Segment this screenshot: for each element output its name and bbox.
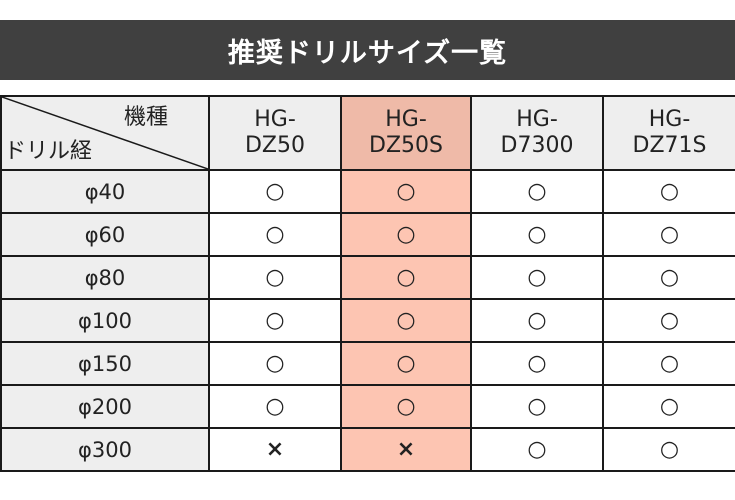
model-name-line1: HG- — [254, 107, 296, 132]
circle-mark: ○ — [265, 179, 285, 204]
compatibility-cell: ○ — [602, 169, 735, 214]
circle-mark: ○ — [527, 394, 547, 419]
compatibility-cell: ○ — [602, 341, 735, 386]
compatibility-cell: × — [208, 427, 342, 472]
circle-mark: ○ — [527, 437, 547, 462]
model-axis-label: 機種 — [123, 105, 168, 130]
model-name-line1: HG- — [648, 107, 691, 132]
cross-mark: × — [396, 437, 416, 462]
circle-mark: ○ — [396, 351, 416, 376]
circle-mark: ○ — [265, 394, 285, 419]
drill-size-label: φ60 — [0, 212, 210, 257]
model-header: HG- DZ50 — [208, 95, 342, 171]
page-title: 推奨ドリルサイズ一覧 — [0, 20, 735, 80]
table-row: φ80 ○ ○ ○ ○ — [0, 255, 735, 300]
circle-mark: ○ — [265, 308, 285, 333]
drill-size-label: φ200 — [0, 384, 210, 429]
compatibility-cell: ○ — [340, 169, 472, 214]
compatibility-cell: ○ — [470, 427, 604, 472]
circle-mark: ○ — [396, 179, 416, 204]
circle-mark: ○ — [396, 394, 416, 419]
compatibility-cell: × — [340, 427, 472, 472]
compatibility-cell: ○ — [602, 255, 735, 300]
circle-mark: ○ — [396, 265, 416, 290]
circle-mark: ○ — [659, 222, 680, 247]
drill-size-table: 機種 ドリル経 HG- DZ50 HG- DZ50S HG- D7300 HG- DZ71S … — [0, 95, 735, 472]
circle-mark: ○ — [527, 222, 547, 247]
drill-size-label: φ80 — [0, 255, 210, 300]
compatibility-cell: ○ — [208, 341, 342, 386]
compatibility-cell: ○ — [340, 298, 472, 343]
compatibility-cell: ○ — [470, 169, 604, 214]
table-row: φ40 ○ ○ ○ ○ — [0, 169, 735, 214]
compatibility-cell: ○ — [340, 255, 472, 300]
circle-mark: ○ — [396, 308, 416, 333]
circle-mark: ○ — [265, 351, 285, 376]
model-header: HG- DZ71S — [602, 95, 735, 171]
compatibility-cell: ○ — [208, 384, 342, 429]
model-header: HG- DZ50S — [340, 95, 472, 171]
compatibility-cell: ○ — [470, 384, 604, 429]
circle-mark: ○ — [659, 308, 680, 333]
model-name-line2: D7300 — [500, 133, 574, 158]
circle-mark: ○ — [527, 265, 547, 290]
compatibility-cell: ○ — [602, 212, 735, 257]
diagonal-line — [2, 97, 208, 169]
compatibility-cell: ○ — [602, 298, 735, 343]
compatibility-cell: ○ — [340, 341, 472, 386]
circle-mark: ○ — [659, 179, 680, 204]
model-name-line2: DZ71S — [632, 133, 707, 158]
circle-mark: ○ — [527, 351, 547, 376]
compatibility-cell: ○ — [602, 384, 735, 429]
compatibility-cell: ○ — [208, 212, 342, 257]
compatibility-cell: ○ — [470, 212, 604, 257]
circle-mark: ○ — [265, 265, 285, 290]
circle-mark: ○ — [527, 179, 547, 204]
circle-mark: ○ — [265, 222, 285, 247]
compatibility-cell: ○ — [208, 298, 342, 343]
drill-axis-label: ドリル経 — [4, 139, 93, 164]
circle-mark: ○ — [659, 265, 680, 290]
compatibility-cell: ○ — [208, 169, 342, 214]
drill-size-label: φ100 — [0, 298, 210, 343]
circle-mark: ○ — [527, 308, 547, 333]
circle-mark: ○ — [659, 351, 680, 376]
table-row: φ200 ○ ○ ○ ○ — [0, 384, 735, 429]
compatibility-cell: ○ — [340, 212, 472, 257]
table-row: φ60 ○ ○ ○ ○ — [0, 212, 735, 257]
model-name-line1: HG- — [516, 107, 558, 132]
circle-mark: ○ — [396, 222, 416, 247]
corner-header: 機種 ドリル経 — [0, 95, 210, 171]
model-header: HG- D7300 — [470, 95, 604, 171]
drill-size-label: φ300 — [0, 427, 210, 472]
circle-mark: ○ — [659, 394, 680, 419]
circle-mark: ○ — [659, 437, 680, 462]
table-row: φ300 × × ○ ○ — [0, 427, 735, 472]
table-row: φ100 ○ ○ ○ ○ — [0, 298, 735, 343]
compatibility-cell: ○ — [340, 384, 472, 429]
drill-size-label: φ40 — [0, 169, 210, 214]
cross-mark: × — [265, 437, 285, 462]
model-name-line2: DZ50 — [244, 133, 305, 158]
model-name-line1: HG- — [385, 107, 427, 132]
compatibility-cell: ○ — [470, 298, 604, 343]
compatibility-cell: ○ — [208, 255, 342, 300]
compatibility-cell: ○ — [470, 341, 604, 386]
compatibility-cell: ○ — [470, 255, 604, 300]
table-row: φ150 ○ ○ ○ ○ — [0, 341, 735, 386]
model-name-line2: DZ50S — [369, 133, 443, 158]
drill-size-label: φ150 — [0, 341, 210, 386]
compatibility-cell: ○ — [602, 427, 735, 472]
